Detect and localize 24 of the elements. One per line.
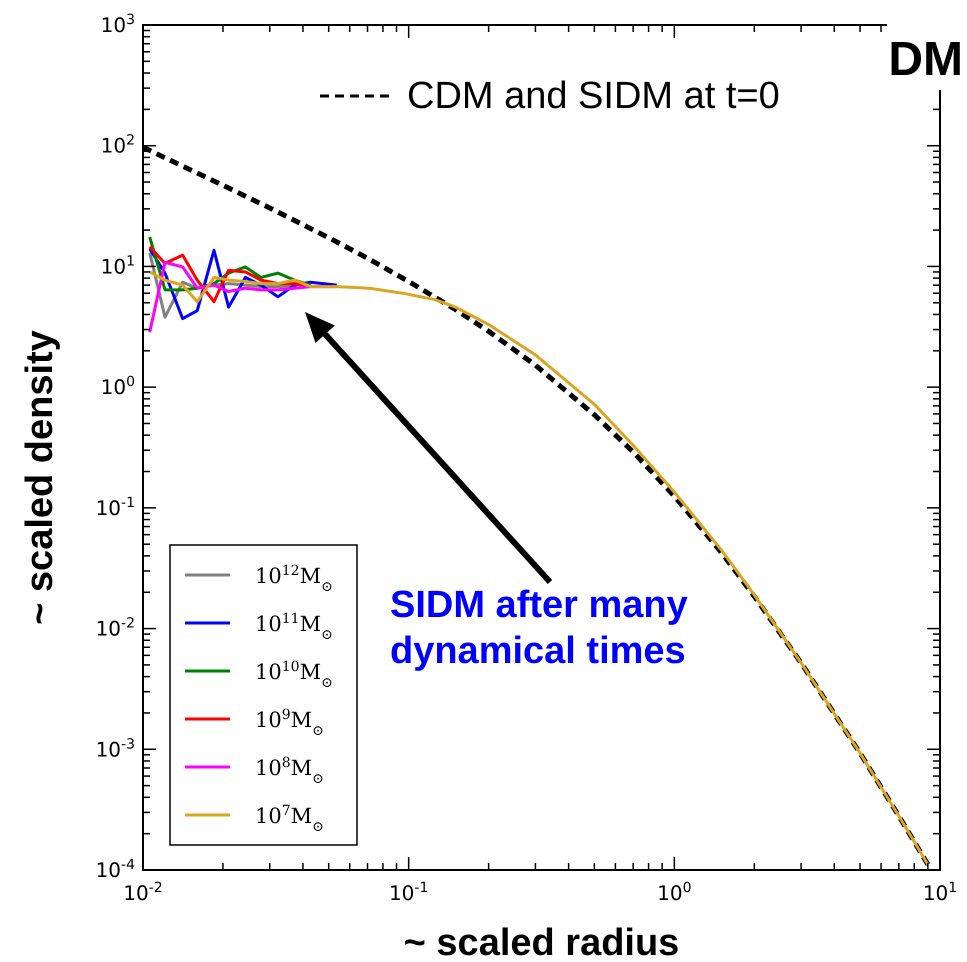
y-tick-label: 10$^{2}$ [100, 132, 135, 158]
y-tick-label: 10$^{3}$ [100, 12, 135, 37]
legend-label: 10$^{12}$M$_{⊙}$ [255, 563, 333, 595]
y-tick-label: 10$^{-2}$ [96, 616, 135, 641]
legend-label: 10$^{7}$M$_{⊙}$ [255, 803, 324, 835]
legend-label: 10$^{8}$M$_{⊙}$ [255, 755, 324, 787]
legend-label: CDM and SIDM at t=0 [407, 75, 780, 117]
y-tick-label: 10$^{-1}$ [96, 494, 135, 520]
annotation: SIDM after many dynamical times [390, 584, 688, 672]
x-axis-title: ~ scaled radius [404, 922, 680, 962]
line-series [148, 260, 312, 334]
legend-label: 10$^{10}$M$_{⊙}$ [255, 659, 333, 691]
x-tick-label: 10$^{-1}$ [388, 880, 428, 905]
x-tick-label: 10$^{-2}$ [123, 880, 163, 905]
y-axis-title: ~ scaled density [19, 330, 61, 625]
x-tick-label: 10$^{0}$ [657, 880, 692, 905]
legend-label: 10$^{9}$M$_{⊙}$ [255, 707, 324, 739]
y-tick-label: 10$^{-3}$ [96, 736, 135, 762]
legend-label: 10$^{11}$M$_{⊙}$ [255, 611, 333, 643]
x-tick-label: 10$^{1}$ [922, 880, 958, 905]
y-tick-label: 10$^{0}$ [100, 374, 135, 400]
y-tick-label: 10$^{-4}$ [96, 857, 136, 882]
y-tick-label: 10$^{1}$ [100, 253, 135, 278]
chart-title: DM [888, 33, 963, 86]
